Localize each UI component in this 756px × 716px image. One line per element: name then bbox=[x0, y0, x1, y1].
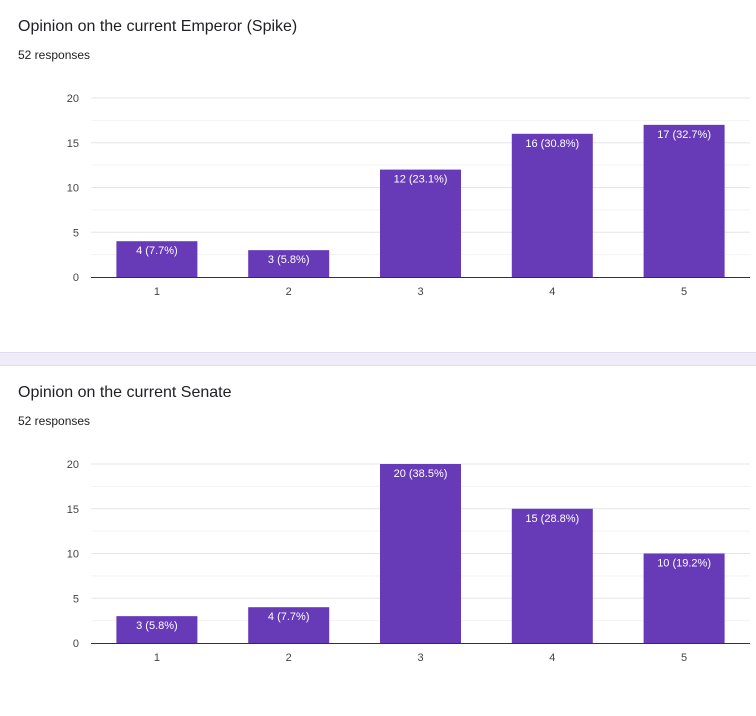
y-tick-label: 0 bbox=[73, 272, 79, 284]
bar[interactable] bbox=[116, 616, 198, 643]
y-tick-label: 10 bbox=[67, 549, 79, 561]
x-tick-label: 2 bbox=[286, 652, 292, 664]
bar-chart-senate: 0 5 10 15 20 3 (5.8%) 1 4 (7.7%) 2 20 (38.5%) 3 15 … bbox=[67, 459, 750, 664]
x-tick-label: 1 bbox=[154, 286, 160, 298]
chart-title: Opinion on the current Emperor (Spike) bbox=[18, 18, 298, 35]
bar[interactable] bbox=[380, 169, 461, 277]
bar[interactable] bbox=[248, 607, 330, 643]
bar-data-label: 20 (38.5%) bbox=[394, 468, 448, 480]
bar[interactable] bbox=[248, 250, 330, 277]
x-tick-label: 3 bbox=[417, 652, 423, 664]
bar-data-label: 3 (5.8%) bbox=[268, 254, 310, 266]
x-tick-label: 4 bbox=[549, 652, 555, 664]
bar[interactable] bbox=[116, 241, 198, 277]
bar-data-label: 15 (28.8%) bbox=[525, 513, 579, 525]
bar-data-label: 12 (23.1%) bbox=[394, 174, 448, 186]
x-tick-label: 5 bbox=[681, 652, 687, 664]
x-tick-label: 4 bbox=[549, 286, 555, 298]
bar-data-label: 10 (19.2%) bbox=[657, 558, 711, 570]
bar-data-label: 3 (5.8%) bbox=[136, 620, 178, 632]
bar-data-label: 16 (30.8%) bbox=[525, 138, 579, 150]
y-tick-label: 10 bbox=[67, 183, 79, 195]
bar-chart-emperor: 0 5 10 15 20 4 (7.7%) 1 3 (5.8%) 2 12 (23.1%) 3 16 … bbox=[67, 93, 750, 298]
question-card-emperor: Opinion on the current Emperor (Spike) 5… bbox=[0, 0, 756, 352]
bar[interactable] bbox=[643, 124, 725, 277]
y-tick-label: 5 bbox=[73, 593, 79, 605]
y-tick-label: 15 bbox=[67, 138, 79, 150]
bar[interactable] bbox=[380, 464, 461, 643]
y-tick-label: 0 bbox=[73, 638, 79, 650]
bar-data-label: 17 (32.7%) bbox=[657, 129, 711, 141]
x-tick-label: 1 bbox=[154, 652, 160, 664]
bar[interactable] bbox=[511, 133, 593, 277]
response-count: 52 responses bbox=[18, 48, 91, 62]
bar-data-label: 4 (7.7%) bbox=[136, 245, 178, 257]
question-card-senate: Opinion on the current Senate 52 respons… bbox=[0, 366, 756, 716]
chart-title: Opinion on the current Senate bbox=[18, 384, 232, 401]
x-tick-label: 3 bbox=[417, 286, 423, 298]
y-tick-label: 20 bbox=[67, 93, 79, 105]
x-tick-label: 2 bbox=[286, 286, 292, 298]
y-tick-label: 20 bbox=[67, 459, 79, 471]
section-divider bbox=[0, 352, 756, 366]
y-tick-label: 15 bbox=[67, 504, 79, 516]
bar[interactable] bbox=[511, 508, 593, 643]
y-tick-label: 5 bbox=[73, 227, 79, 239]
bar[interactable] bbox=[643, 553, 725, 644]
response-count: 52 responses bbox=[18, 414, 91, 428]
x-tick-label: 5 bbox=[681, 286, 687, 298]
bar-data-label: 4 (7.7%) bbox=[268, 611, 310, 623]
